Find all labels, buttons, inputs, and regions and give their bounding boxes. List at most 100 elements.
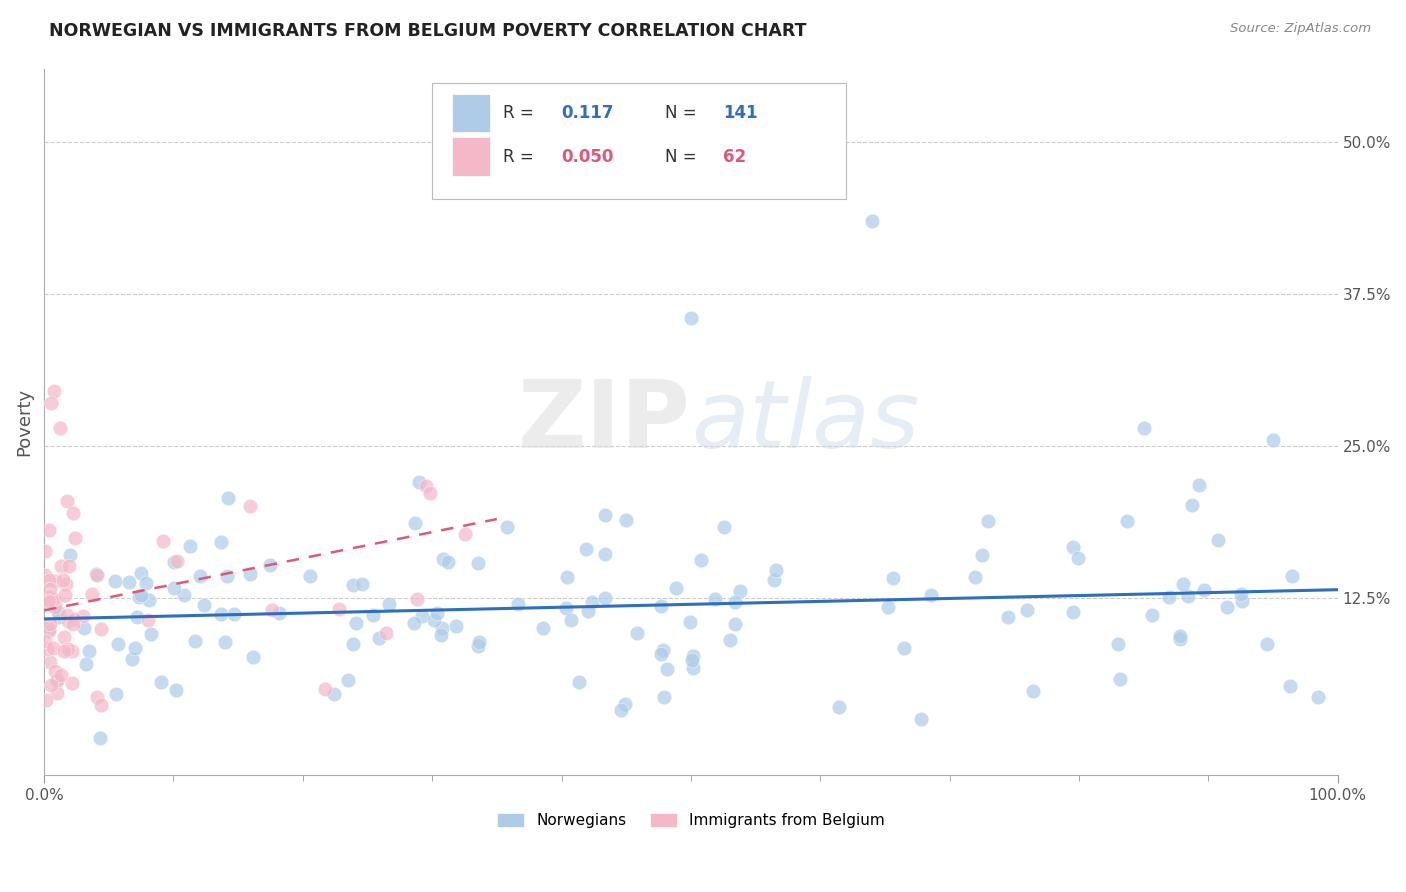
Point	[58, 614, 80, 628]
Point	[60, 676, 83, 690]
Point	[138, 593, 160, 607]
Point	[84, 566, 107, 581]
Point	[38, 594, 60, 608]
Point	[1062, 541, 1084, 555]
Point	[217, 491, 239, 505]
Point	[46, 605, 69, 619]
Point	[56, 607, 79, 622]
Point	[378, 597, 401, 611]
Point	[652, 642, 675, 657]
Point	[44, 595, 66, 609]
Point	[555, 569, 578, 583]
Point	[173, 588, 195, 602]
Point	[125, 610, 148, 624]
Point	[1194, 582, 1216, 597]
Point	[166, 554, 188, 568]
Point	[52, 630, 75, 644]
Point	[45, 686, 67, 700]
Point	[38, 624, 60, 638]
Point	[58, 558, 80, 573]
Point	[90, 622, 112, 636]
Point	[977, 515, 1000, 529]
Point	[39, 582, 62, 596]
Point	[827, 699, 849, 714]
Point	[163, 555, 186, 569]
Point	[713, 520, 735, 534]
Bar	[451, 137, 491, 177]
Point	[46, 673, 69, 687]
Point	[626, 626, 648, 640]
Point	[128, 591, 150, 605]
Point	[568, 675, 591, 690]
Point	[1115, 515, 1137, 529]
Point	[62, 617, 84, 632]
Point	[121, 652, 143, 666]
Point	[1066, 551, 1088, 566]
Point	[149, 674, 172, 689]
Point	[681, 652, 703, 666]
FancyBboxPatch shape	[432, 83, 846, 199]
Point	[75, 657, 97, 672]
Point	[1107, 637, 1129, 651]
Point	[446, 619, 468, 633]
Point	[1022, 684, 1045, 698]
Point	[467, 634, 489, 648]
Point	[77, 643, 100, 657]
Point	[323, 687, 346, 701]
Point	[39, 396, 62, 410]
Point	[1171, 577, 1194, 591]
Point	[368, 632, 391, 646]
Point	[184, 634, 207, 648]
Point	[531, 621, 554, 635]
Point	[35, 641, 58, 656]
Point	[860, 213, 883, 227]
Point	[1230, 594, 1253, 608]
Text: 62: 62	[723, 148, 747, 166]
Point	[1015, 603, 1038, 617]
Point	[124, 640, 146, 655]
Point	[42, 641, 65, 656]
Point	[38, 523, 60, 537]
Point	[454, 527, 477, 541]
Point	[426, 606, 449, 620]
Point	[44, 599, 66, 614]
Point	[165, 683, 187, 698]
Point	[730, 584, 752, 599]
Point	[1281, 569, 1303, 583]
Point	[139, 627, 162, 641]
Point	[763, 573, 786, 587]
Point	[430, 621, 453, 635]
Point	[508, 597, 530, 611]
Text: 0.050: 0.050	[561, 148, 614, 166]
Point	[314, 682, 336, 697]
Point	[179, 539, 201, 553]
Y-axis label: Poverty: Poverty	[15, 388, 32, 456]
Legend: Norwegians, Immigrants from Belgium: Norwegians, Immigrants from Belgium	[491, 806, 891, 834]
Point	[38, 622, 60, 636]
Point	[56, 493, 79, 508]
Text: R =: R =	[503, 104, 534, 122]
Point	[724, 617, 747, 632]
Point	[876, 600, 898, 615]
Point	[910, 712, 932, 726]
Point	[718, 632, 741, 647]
Point	[342, 578, 364, 592]
Text: 141: 141	[723, 104, 758, 122]
Point	[495, 520, 517, 534]
Text: atlas: atlas	[690, 376, 920, 467]
Point	[1177, 589, 1199, 603]
Point	[1062, 605, 1084, 619]
Point	[328, 601, 350, 615]
Point	[1108, 672, 1130, 686]
Point	[616, 513, 638, 527]
Point	[58, 641, 80, 656]
Point	[34, 634, 56, 648]
Point	[1206, 533, 1229, 548]
Point	[650, 647, 672, 661]
Point	[429, 627, 451, 641]
Point	[419, 486, 441, 500]
Point	[209, 607, 232, 621]
Point	[437, 555, 460, 569]
Point	[1168, 630, 1191, 644]
Point	[963, 569, 986, 583]
